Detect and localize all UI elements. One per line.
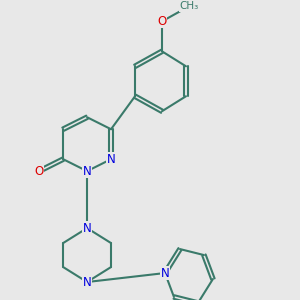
Text: O: O bbox=[158, 15, 166, 28]
Text: N: N bbox=[160, 266, 169, 280]
Text: CH₃: CH₃ bbox=[179, 2, 199, 11]
Text: O: O bbox=[34, 165, 44, 178]
Text: N: N bbox=[107, 153, 116, 166]
Text: N: N bbox=[83, 165, 92, 178]
Text: N: N bbox=[83, 222, 92, 235]
Text: N: N bbox=[83, 275, 92, 289]
